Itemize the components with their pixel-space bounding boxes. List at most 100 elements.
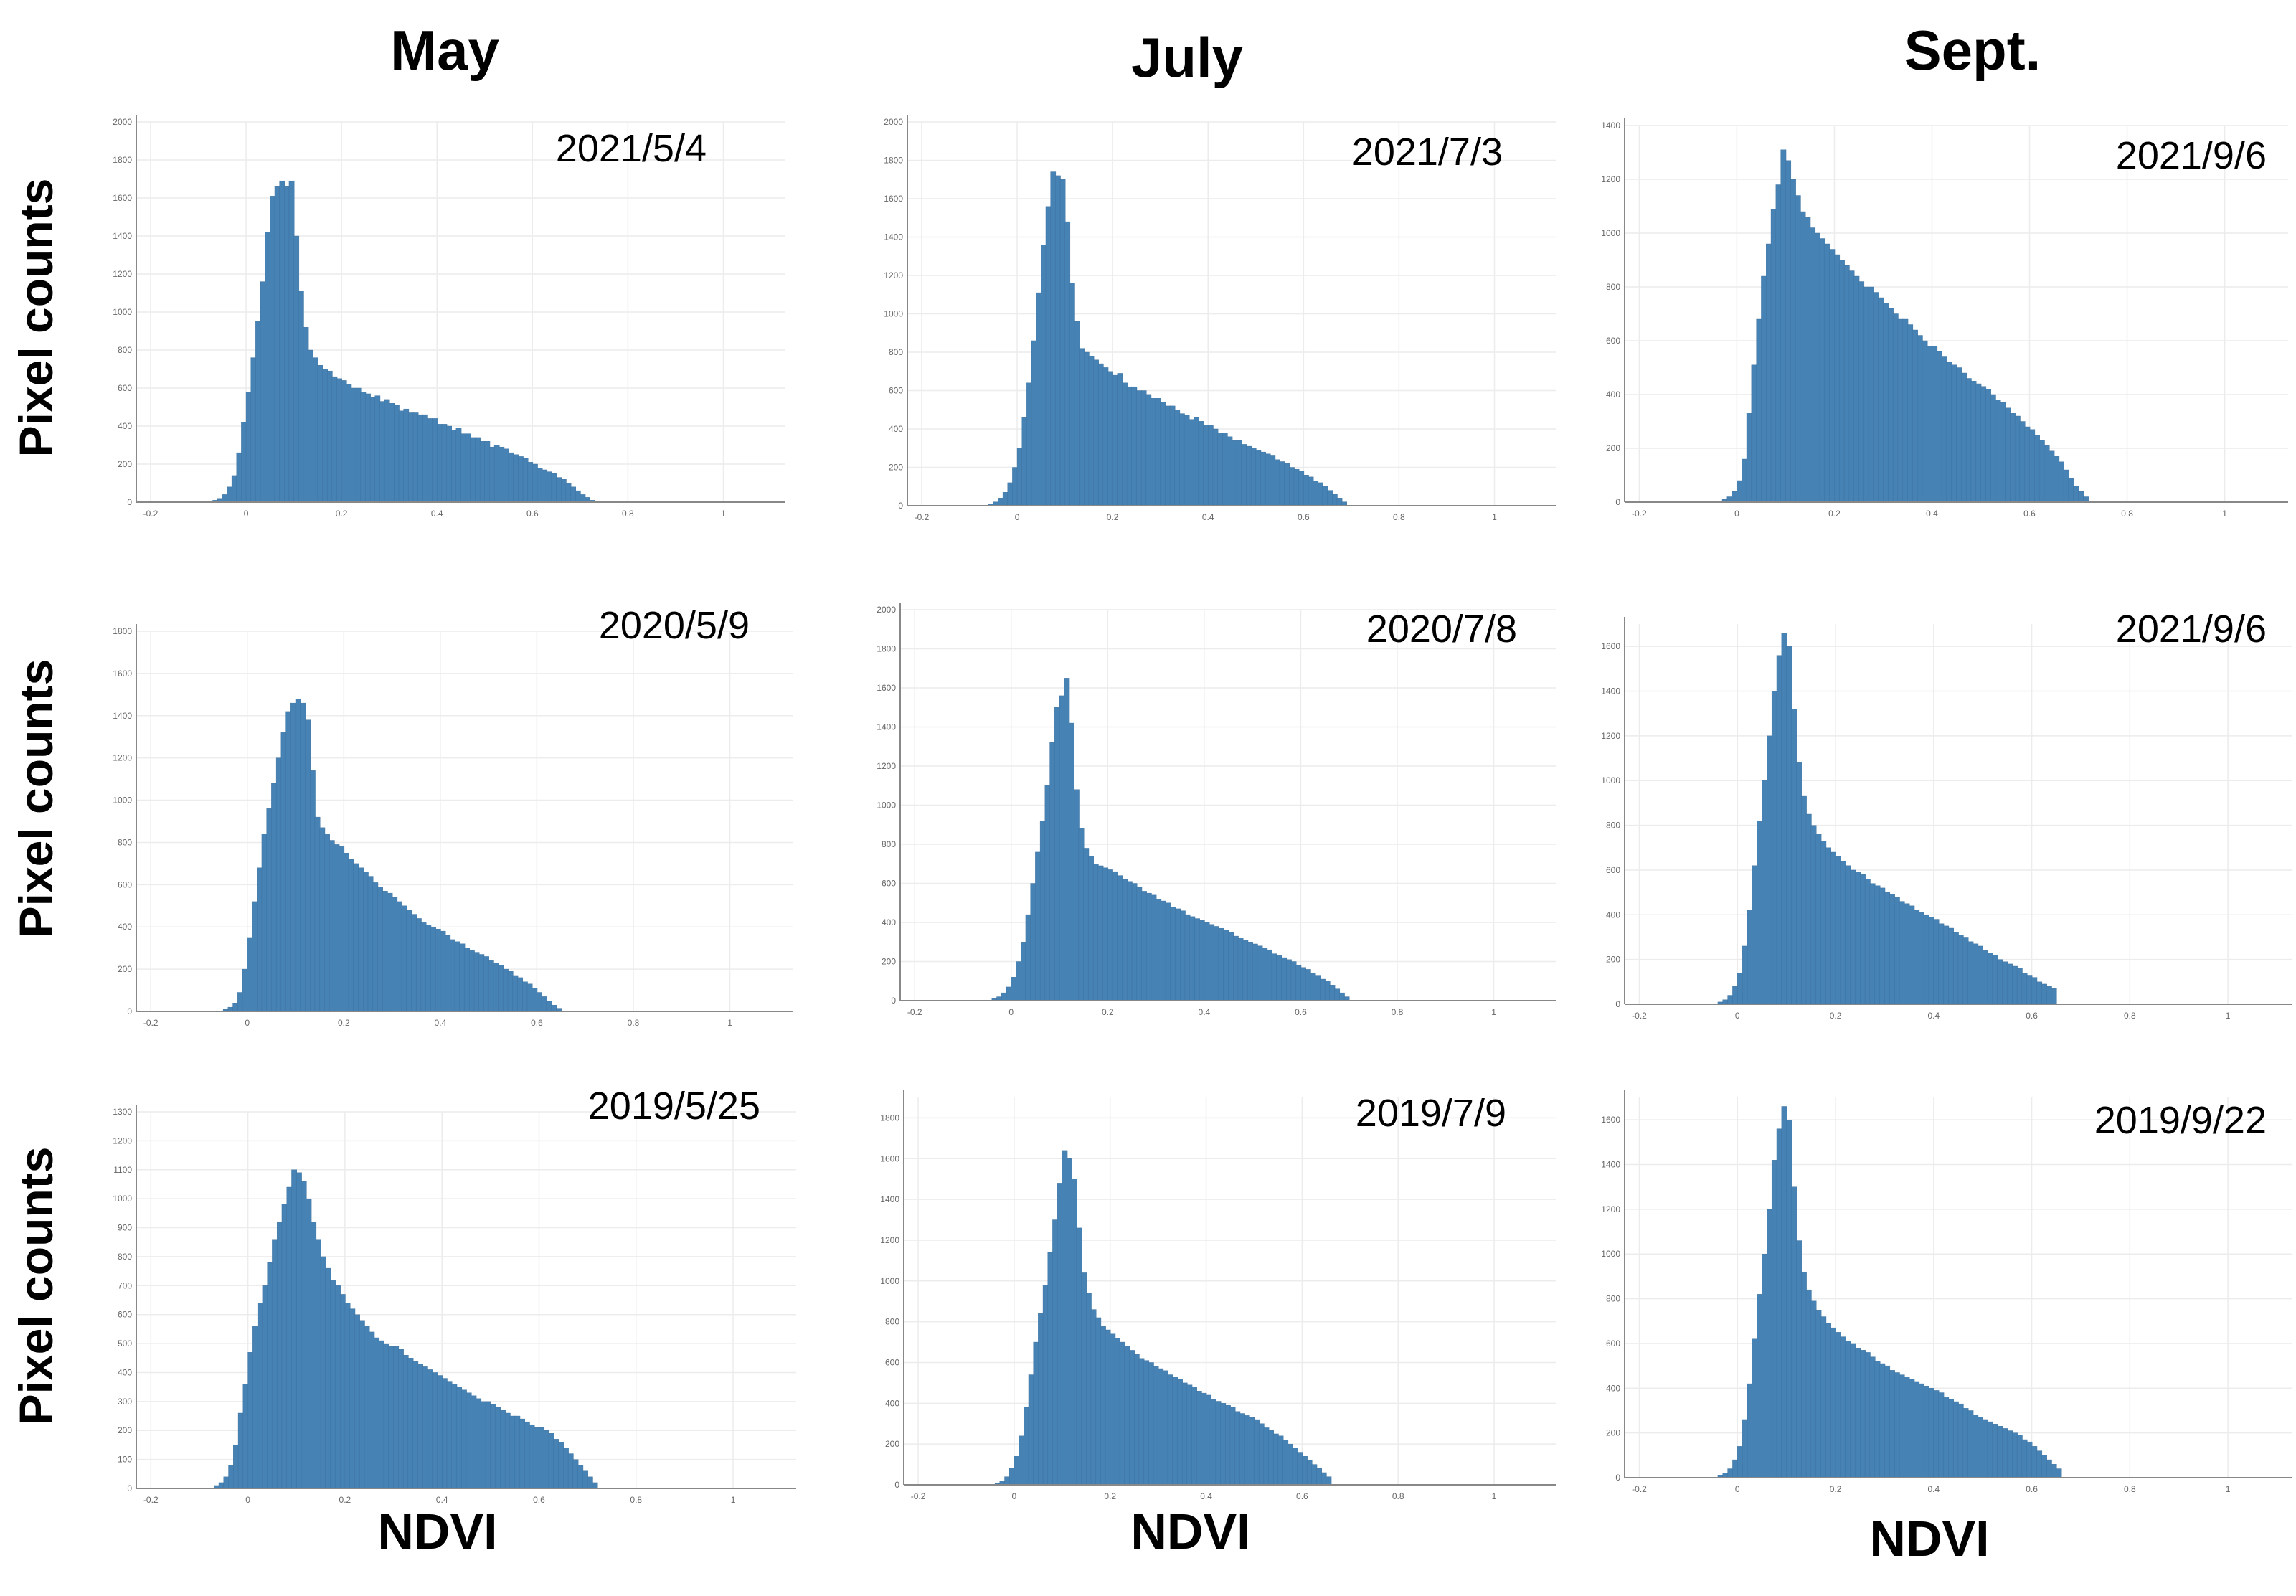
histogram-bar bbox=[1260, 451, 1266, 506]
y-tick-label: 0 bbox=[898, 501, 903, 511]
histogram-bar bbox=[539, 1427, 545, 1489]
histogram-bar bbox=[1088, 856, 1094, 1001]
histogram-bar bbox=[416, 918, 422, 1012]
histogram-bar bbox=[1298, 471, 1305, 506]
x-tick-label: 0 bbox=[1734, 509, 1739, 519]
histogram-bar bbox=[489, 446, 495, 503]
histogram-bar bbox=[2007, 1430, 2013, 1478]
histogram-bar bbox=[1820, 1316, 1827, 1478]
histogram-bar bbox=[500, 1410, 506, 1489]
histogram-bar bbox=[1218, 927, 1224, 1001]
histogram-bar bbox=[1796, 1240, 1802, 1478]
histogram-bar bbox=[451, 1384, 458, 1489]
x-label-ndvi-3: NDVI bbox=[1869, 1511, 1990, 1567]
x-tick-label: 0 bbox=[1008, 1007, 1014, 1017]
histogram-bar bbox=[499, 446, 505, 503]
histogram-bar bbox=[575, 490, 581, 503]
histogram-bar bbox=[1850, 869, 1856, 1005]
y-tick-label: 400 bbox=[885, 1398, 899, 1408]
histogram-bar bbox=[1140, 390, 1147, 506]
histogram-bar bbox=[493, 445, 500, 503]
y-tick-label: 1000 bbox=[884, 309, 903, 319]
x-tick-label: -0.2 bbox=[143, 509, 159, 519]
histogram-bar bbox=[1941, 356, 1947, 503]
y-tick-label: 1000 bbox=[880, 1276, 899, 1286]
x-tick-label: 1 bbox=[2226, 1011, 2231, 1021]
histogram-bar bbox=[1975, 383, 1982, 503]
histogram-bar bbox=[1878, 297, 1884, 503]
histogram-bar bbox=[483, 956, 489, 1012]
histogram-bar bbox=[1781, 1106, 1787, 1478]
histogram-bar bbox=[1308, 476, 1314, 506]
histogram-bar bbox=[417, 414, 424, 503]
histogram-bar bbox=[432, 418, 438, 503]
histogram-bar bbox=[1815, 834, 1822, 1005]
histogram-bar bbox=[1334, 988, 1341, 1001]
histogram-bar bbox=[2044, 445, 2050, 503]
histogram-bar bbox=[305, 719, 311, 1012]
histogram-bar bbox=[1781, 633, 1787, 1005]
histogram-bar bbox=[232, 1003, 239, 1012]
histogram-bar bbox=[512, 975, 519, 1012]
histogram-bar bbox=[1093, 359, 1099, 506]
histogram-bar bbox=[392, 897, 398, 1012]
histogram-bar bbox=[335, 1285, 341, 1489]
histogram-bar bbox=[1770, 209, 1777, 503]
histogram-bar bbox=[2000, 402, 2006, 503]
histogram-bar bbox=[1286, 959, 1292, 1001]
histogram-bar bbox=[1726, 496, 1733, 503]
histogram-bar bbox=[1097, 865, 1104, 1001]
histogram-bar bbox=[2038, 440, 2045, 503]
x-tick-label: 1 bbox=[721, 509, 726, 519]
histogram-bar bbox=[537, 992, 542, 1012]
histogram-bar bbox=[1184, 914, 1191, 1001]
histogram-bar bbox=[1074, 321, 1080, 506]
histogram-bar bbox=[422, 414, 428, 503]
y-tick-label: 400 bbox=[118, 1367, 132, 1377]
histogram-bar bbox=[441, 1378, 448, 1489]
histogram-bar bbox=[1001, 992, 1007, 1001]
histogram-bar bbox=[250, 357, 257, 503]
histogram-bar bbox=[1145, 892, 1152, 1001]
histogram-bar bbox=[524, 1421, 530, 1489]
histogram-bar bbox=[455, 428, 462, 503]
histogram-bar bbox=[1732, 1459, 1739, 1478]
histogram-bar bbox=[1019, 1435, 1025, 1486]
histogram-bar bbox=[358, 867, 364, 1012]
histogram-bar bbox=[1329, 984, 1336, 1001]
histogram-bar bbox=[446, 1381, 453, 1489]
histogram-bar bbox=[587, 1476, 593, 1489]
histogram-bar bbox=[1242, 940, 1249, 1001]
histogram-bar bbox=[1756, 318, 1762, 503]
histogram-bar bbox=[1762, 780, 1768, 1005]
histogram-bar bbox=[319, 827, 326, 1012]
histogram-bar bbox=[326, 370, 333, 503]
histogram-bar bbox=[1163, 1370, 1168, 1486]
x-tick-label: 0.8 bbox=[1392, 1007, 1404, 1017]
histogram-bar bbox=[1980, 386, 1987, 503]
histogram-bar bbox=[1824, 243, 1830, 503]
histogram-bar bbox=[286, 1186, 293, 1489]
y-tick-label: 1200 bbox=[877, 761, 896, 771]
histogram-bar bbox=[233, 1445, 239, 1489]
histogram-bar bbox=[1293, 468, 1300, 506]
histogram-bar bbox=[1928, 917, 1934, 1005]
histogram-bar bbox=[252, 1326, 258, 1489]
histogram-bar bbox=[1889, 1370, 1895, 1478]
histogram-bar bbox=[529, 1424, 535, 1489]
x-tick-label: 0.2 bbox=[1830, 1011, 1842, 1021]
histogram-bar bbox=[1767, 1209, 1772, 1478]
histogram-bar bbox=[1031, 340, 1037, 506]
y-tick-label: 300 bbox=[118, 1397, 132, 1407]
x-tick-label: -0.2 bbox=[1632, 1011, 1647, 1021]
histogram-bar bbox=[222, 494, 228, 503]
histogram-bar bbox=[1119, 1341, 1125, 1486]
histogram-bar bbox=[1189, 419, 1195, 506]
x-label-ndvi-1: NDVI bbox=[377, 1503, 498, 1559]
histogram-bar bbox=[445, 935, 451, 1012]
histogram-bar bbox=[553, 1439, 559, 1489]
histogram-bar bbox=[1004, 1476, 1011, 1486]
panel-date-label: 2021/9/6 bbox=[2116, 608, 2267, 651]
histogram-bar bbox=[314, 816, 321, 1012]
panel-date-label: 2021/5/4 bbox=[556, 127, 707, 170]
